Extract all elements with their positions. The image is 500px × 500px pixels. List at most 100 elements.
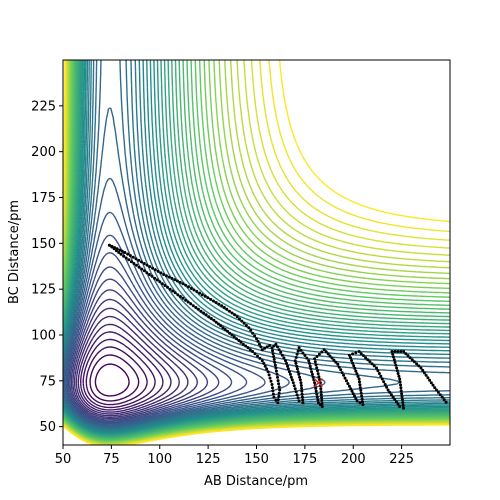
- trajectory-point: [298, 375, 302, 379]
- trajectory-point: [285, 361, 288, 365]
- trajectory-point: [351, 352, 355, 356]
- trajectory-point: [260, 348, 264, 352]
- trajectory-point: [372, 364, 376, 368]
- trajectory-point: [276, 401, 280, 405]
- trajectory-point: [431, 383, 435, 387]
- contour-level: [63, 60, 450, 431]
- trajectory-point: [295, 352, 299, 356]
- trajectory-point: [265, 345, 269, 349]
- trajectory-point: [300, 395, 304, 399]
- trajectory-point: [268, 376, 272, 380]
- trajectory-point: [120, 249, 124, 253]
- trajectory-point: [258, 356, 262, 360]
- trajectory-point: [428, 378, 432, 382]
- trajectory-point: [402, 350, 406, 353]
- trajectory-point: [237, 339, 241, 342]
- trajectory-point: [137, 265, 141, 269]
- trajectory-point: [358, 401, 362, 405]
- trajectory-point: [303, 354, 307, 357]
- trajectory-point: [316, 369, 319, 373]
- trajectory-point: [246, 346, 250, 350]
- trajectory-point: [355, 399, 359, 403]
- trajectory-point: [276, 379, 280, 383]
- trajectory-point: [181, 296, 185, 300]
- trajectory-point: [399, 389, 403, 393]
- trajectory-point: [134, 257, 138, 261]
- trajectory-point: [286, 364, 289, 368]
- trajectory-point: [207, 315, 211, 319]
- trajectory-point: [122, 254, 126, 258]
- trajectory-point: [346, 382, 350, 386]
- trajectory-point: [440, 395, 444, 399]
- trajectory-point: [295, 367, 299, 371]
- trajectory-point: [383, 383, 387, 386]
- trajectory-point: [320, 350, 324, 354]
- trajectory-point: [167, 275, 171, 279]
- trajectory-point: [358, 386, 362, 390]
- contour-level: [72, 298, 198, 418]
- trajectory-point: [319, 390, 323, 394]
- trajectory-point: [297, 346, 301, 350]
- contour-level: [64, 211, 290, 426]
- trajectory-point: [391, 352, 395, 356]
- contour-level: [66, 252, 248, 424]
- trajectory-point: [220, 304, 224, 308]
- trajectory-point: [140, 260, 143, 264]
- trajectory-point: [294, 356, 298, 359]
- trajectory-point: [376, 369, 380, 373]
- trajectory-point: [389, 393, 393, 397]
- trajectory-point: [196, 307, 200, 311]
- trajectory-point: [421, 368, 425, 372]
- trajectory-point: [375, 366, 378, 370]
- trajectory-point: [256, 339, 260, 343]
- trajectory-point: [300, 386, 304, 390]
- trajectory-point: [153, 276, 157, 280]
- trajectory-point: [123, 251, 127, 254]
- trajectory-point: [118, 248, 122, 252]
- trajectory-point: [359, 388, 363, 392]
- trajectory-point: [241, 342, 245, 346]
- trajectory-point: [355, 372, 359, 376]
- trajectory-point: [221, 326, 225, 330]
- contour-level: [63, 60, 450, 431]
- trajectory-point: [115, 247, 119, 251]
- trajectory-point: [379, 374, 383, 378]
- trajectory-point: [170, 276, 174, 280]
- trajectory-point: [132, 262, 136, 265]
- trajectory-point: [354, 397, 358, 401]
- y-tick-label: 100: [31, 329, 56, 344]
- transition-marker: [313, 378, 323, 388]
- plot-background: [63, 60, 450, 445]
- trajectory-point: [343, 376, 347, 380]
- trajectory-point: [173, 278, 177, 282]
- trajectory-point: [419, 366, 423, 370]
- trajectory-point: [322, 348, 326, 352]
- trajectory-point: [178, 280, 182, 284]
- trajectory-point: [297, 399, 301, 403]
- trajectory-point: [359, 352, 363, 356]
- trajectory-point: [202, 311, 206, 315]
- trajectory-point: [253, 334, 257, 338]
- trajectory-point: [147, 273, 151, 276]
- trajectory-point: [356, 374, 360, 378]
- trajectory-point: [271, 386, 274, 390]
- trajectory-point: [137, 258, 141, 262]
- trajectory-point: [267, 373, 271, 377]
- trajectory-point: [214, 301, 218, 304]
- trajectory-point: [277, 382, 281, 386]
- trajectory-point: [438, 393, 442, 397]
- trajectory-point: [400, 398, 404, 401]
- trajectory-point: [368, 360, 372, 364]
- trajectory-point: [288, 372, 292, 376]
- y-tick-label: 125: [31, 283, 56, 298]
- x-tick-label: 75: [103, 452, 120, 467]
- trajectory-point: [156, 269, 160, 273]
- trajectory-point: [277, 391, 281, 395]
- trajectory-point: [145, 271, 149, 275]
- trajectory-point: [394, 400, 398, 404]
- trajectory-point: [276, 375, 279, 379]
- trajectory-point: [129, 260, 133, 264]
- trajectory-point: [400, 392, 404, 396]
- trajectory-point: [275, 372, 279, 376]
- trajectory-point: [349, 356, 352, 360]
